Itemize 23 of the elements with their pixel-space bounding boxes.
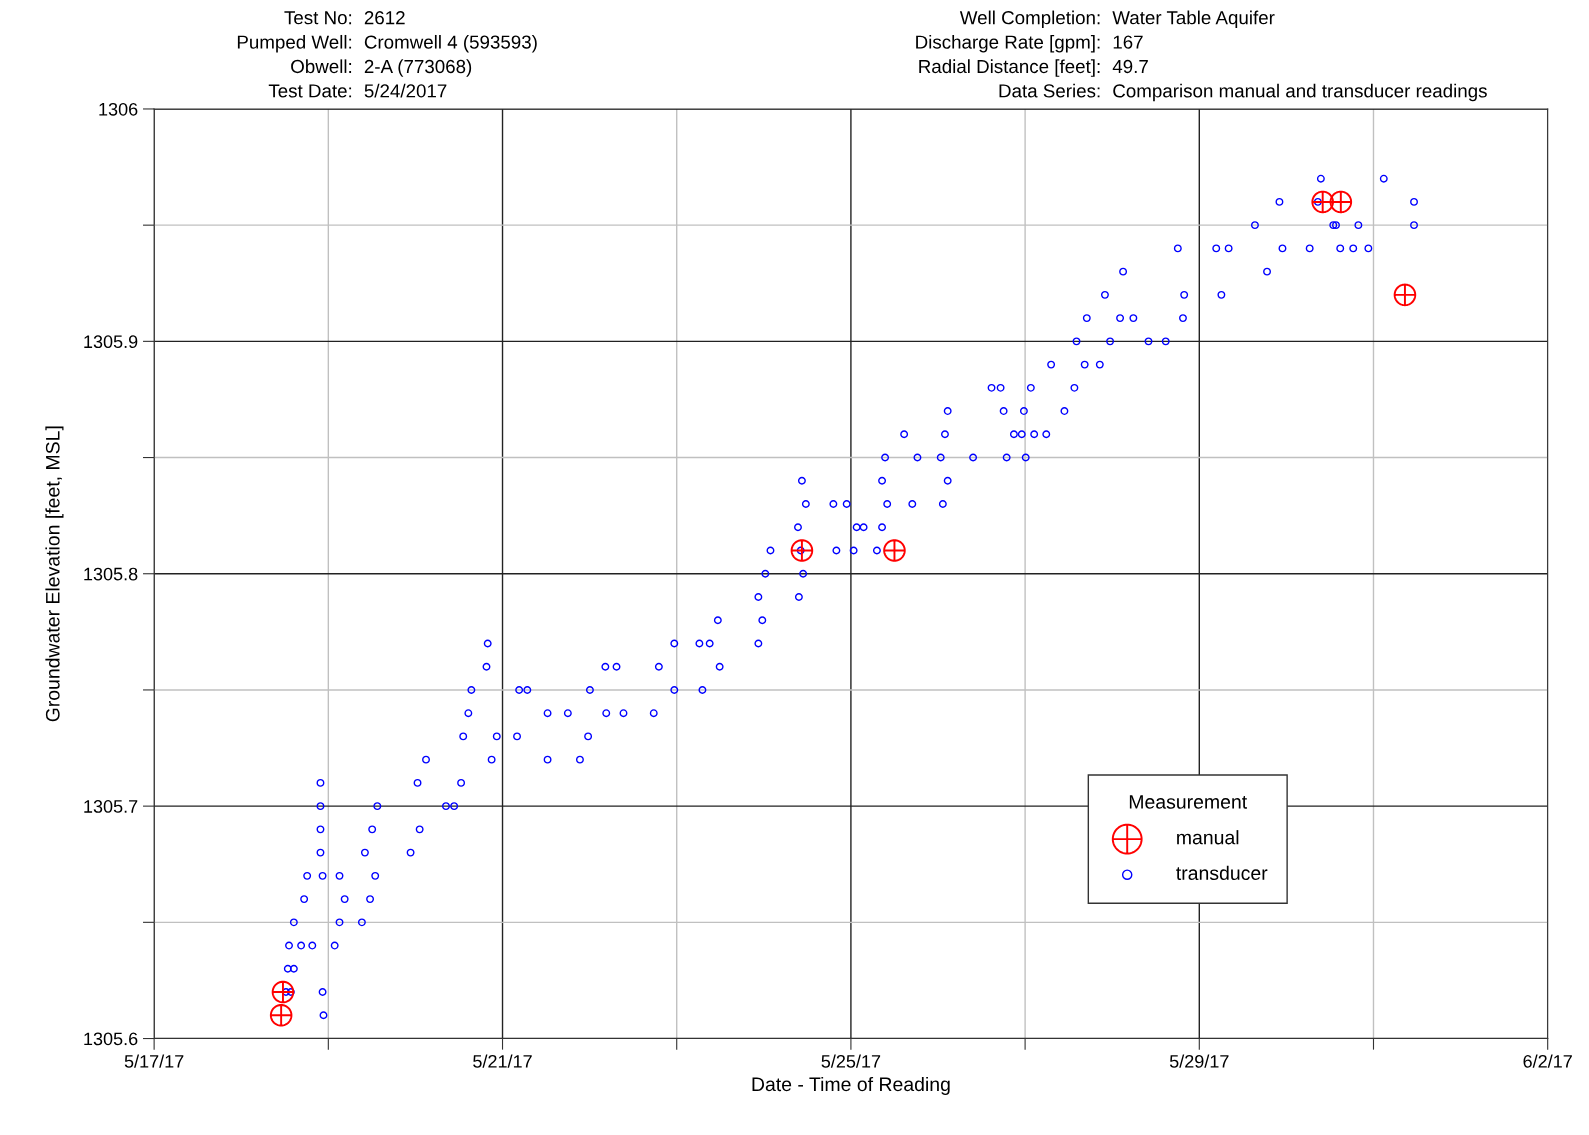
text: Well Completion: Water Table Aquifer (959, 10, 1275, 29)
y-tick-label: 1305.7 (84, 800, 138, 813)
y-tick-label: 1305.8 (84, 567, 138, 581)
text: Test No: 2612 (284, 11, 405, 25)
text: Radial Distance [feet]: 49.7 (919, 59, 1148, 77)
y-tick-label: 1305.9 (84, 335, 138, 349)
x-tick-label: 5/25/17 (821, 1054, 881, 1068)
x-tick-label: 5/29/17 (1169, 1054, 1229, 1068)
legend-title: Measurement (1129, 795, 1248, 809)
x-tick-label: 5/21/17 (473, 1054, 532, 1068)
y-tick-label: 1305.6 (84, 1032, 138, 1046)
legend-label: transducer (1176, 865, 1268, 881)
text: Data Series: Comparison manual and transducer readings (999, 83, 1487, 102)
text: Obwell: 2-A (773068) (291, 59, 472, 77)
y-axis-title: Groundwater Elevation [feet, MSL] (45, 426, 64, 722)
x-axis-title: Date - Time of Reading (752, 1076, 950, 1096)
text: Pumped Well: Cromwell 4 (593593) (237, 34, 537, 53)
text: Test Date: 5/24/2017 (268, 83, 447, 98)
legend-label: manual (1177, 830, 1239, 845)
y-tick-label: 1306 (99, 102, 138, 116)
text: Discharge Rate [gpm]: 167 (916, 34, 1143, 53)
x-tick-label: 5/17/17 (124, 1054, 184, 1068)
x-tick-label: 6/2/17 (1523, 1054, 1572, 1068)
